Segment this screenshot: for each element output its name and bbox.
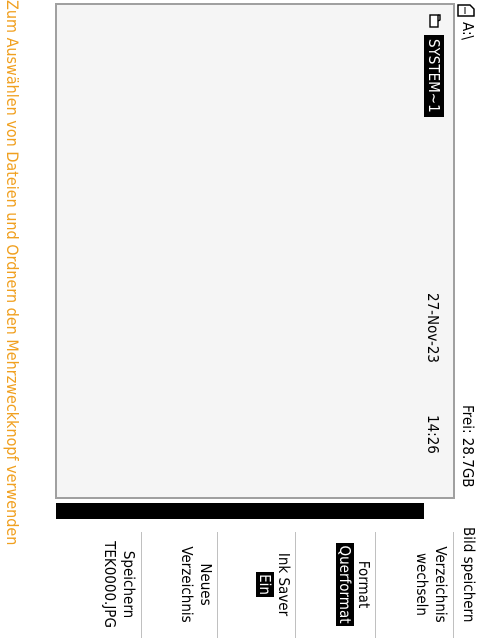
new-directory-button[interactable]: Neues Verzeichnis xyxy=(177,532,215,637)
folder-icon xyxy=(429,14,441,28)
menu-divider xyxy=(141,532,142,638)
ink-saver-button[interactable]: Ink Saver Ein xyxy=(255,532,293,637)
scrollbar[interactable] xyxy=(56,503,424,519)
change-directory-button[interactable]: Verzeichnis wechseln xyxy=(412,532,450,637)
status-hint: Zum Auswählen von Dateien und Ordnern de… xyxy=(3,0,22,546)
file-row[interactable]: SYSTEM~1 27-Nov-23 14:26 xyxy=(423,5,453,497)
save-filename: TEK0000.JPG xyxy=(101,541,119,628)
menu-divider xyxy=(295,532,296,638)
format-button[interactable]: Format Querformat xyxy=(335,532,373,637)
ink-saver-label: Ink Saver xyxy=(275,552,293,617)
menu-divider xyxy=(453,532,454,638)
file-name[interactable]: SYSTEM~1 xyxy=(424,35,444,117)
file-time: 14:26 xyxy=(424,415,442,454)
drive-icon xyxy=(457,4,475,17)
new-directory-label-1: Neues xyxy=(197,563,215,606)
ink-saver-value: Ein xyxy=(256,572,274,597)
new-directory-label-2: Verzeichnis xyxy=(178,546,196,623)
file-date: 27-Nov-23 xyxy=(424,293,442,364)
file-browser[interactable]: SYSTEM~1 27-Nov-23 14:26 xyxy=(55,3,455,499)
format-value: Querformat xyxy=(336,543,354,626)
side-menu: Bild speichern Verzeichnis wechseln Form… xyxy=(0,523,480,640)
menu-title: Bild speichern xyxy=(460,527,478,623)
free-space-label: Frei: 28.7GB xyxy=(459,405,477,488)
save-button[interactable]: Speichern TEK0000.JPG xyxy=(100,532,138,637)
change-directory-label-2: wechseln xyxy=(413,553,431,616)
menu-divider xyxy=(217,532,218,638)
format-label: Format xyxy=(355,560,373,609)
menu-divider xyxy=(375,532,376,638)
save-label: Speichern xyxy=(120,550,138,619)
current-drive: A:\ xyxy=(459,22,477,41)
change-directory-label-1: Verzeichnis xyxy=(432,546,450,623)
